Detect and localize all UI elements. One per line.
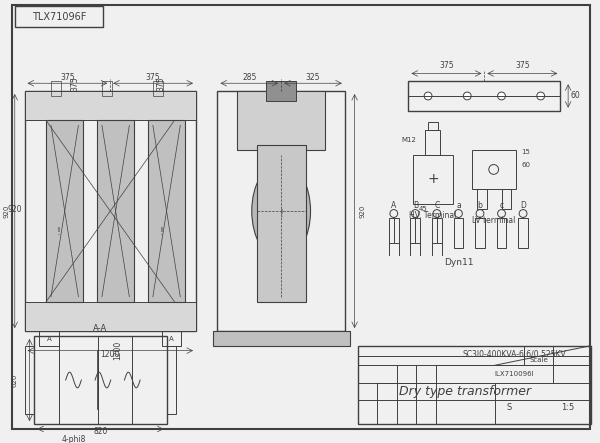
Text: +: +	[427, 172, 439, 186]
Text: 15: 15	[521, 149, 530, 155]
Bar	[51, 82, 61, 96]
Bar	[502, 189, 511, 209]
Bar	[454, 218, 463, 248]
Text: 1:5: 1:5	[562, 403, 575, 412]
Text: 620: 620	[12, 373, 18, 387]
Bar	[97, 120, 134, 302]
Bar	[25, 302, 196, 331]
Bar	[472, 150, 516, 189]
Text: 920: 920	[359, 204, 365, 218]
Text: A: A	[169, 336, 174, 342]
Text: 920: 920	[4, 204, 10, 218]
Text: D: D	[520, 201, 526, 210]
Ellipse shape	[252, 162, 311, 260]
Bar	[25, 91, 196, 120]
Text: 820: 820	[93, 427, 107, 436]
Bar	[358, 346, 590, 424]
Text: 375: 375	[60, 73, 75, 82]
Bar	[161, 331, 181, 346]
Text: TLX71096F: TLX71096F	[32, 12, 86, 22]
Text: !: !	[279, 209, 283, 219]
Text: 375: 375	[146, 73, 160, 82]
Text: Dry type transformer: Dry type transformer	[399, 385, 532, 398]
Bar	[217, 91, 345, 331]
Text: A: A	[391, 201, 397, 210]
Text: c: c	[499, 201, 503, 210]
Bar	[46, 120, 83, 302]
Text: b: b	[478, 201, 482, 210]
Text: ILX710096I: ILX710096I	[494, 371, 534, 377]
Bar	[477, 189, 487, 209]
Text: 375: 375	[439, 61, 454, 70]
Bar	[34, 336, 167, 424]
Bar	[167, 346, 176, 414]
Bar	[153, 82, 163, 96]
Text: !: !	[160, 227, 164, 237]
Text: 920: 920	[8, 205, 22, 214]
Bar	[425, 130, 440, 155]
Text: 60: 60	[570, 92, 580, 101]
Text: a: a	[456, 201, 461, 210]
Text: 60: 60	[521, 162, 530, 167]
Text: A-A: A-A	[94, 323, 107, 333]
Text: M12: M12	[401, 137, 416, 143]
Text: LV terminal: LV terminal	[472, 216, 515, 225]
Text: 375: 375	[70, 76, 79, 90]
Text: 1200: 1200	[113, 341, 122, 360]
Text: S: S	[507, 403, 512, 412]
Bar	[237, 91, 325, 150]
Text: Dyn11: Dyn11	[443, 258, 473, 267]
Text: HV. Terminal: HV. Terminal	[409, 211, 457, 220]
Bar	[518, 218, 528, 248]
Bar	[102, 82, 112, 96]
Text: SC3I0-400KVA-6.6/0.525KV: SC3I0-400KVA-6.6/0.525KV	[463, 349, 566, 358]
Text: 285: 285	[242, 73, 257, 82]
Text: 4-phi8: 4-phi8	[61, 435, 86, 443]
Bar	[409, 82, 560, 111]
Text: 45: 45	[419, 206, 428, 212]
Bar	[389, 218, 398, 243]
Bar	[39, 331, 59, 346]
Bar	[428, 122, 438, 130]
Bar	[25, 346, 34, 414]
Circle shape	[424, 92, 432, 100]
Bar	[15, 6, 103, 27]
Bar	[257, 145, 305, 302]
Bar	[413, 155, 452, 204]
Circle shape	[463, 92, 471, 100]
Bar	[212, 331, 350, 346]
Bar	[497, 218, 506, 248]
Text: B: B	[413, 201, 418, 210]
Circle shape	[497, 92, 505, 100]
Bar	[432, 218, 442, 243]
Text: !: !	[57, 227, 61, 237]
Circle shape	[537, 92, 545, 100]
Bar	[148, 120, 185, 302]
Bar	[25, 91, 196, 331]
Text: 1200: 1200	[101, 350, 120, 359]
Text: 375: 375	[156, 76, 165, 90]
Text: A: A	[47, 336, 52, 342]
Bar	[475, 218, 485, 248]
Bar	[410, 218, 420, 243]
Text: C: C	[434, 201, 440, 210]
Text: 375: 375	[515, 61, 530, 70]
Text: 325: 325	[306, 73, 320, 82]
Bar	[266, 82, 296, 101]
Text: Scale: Scale	[529, 358, 548, 363]
